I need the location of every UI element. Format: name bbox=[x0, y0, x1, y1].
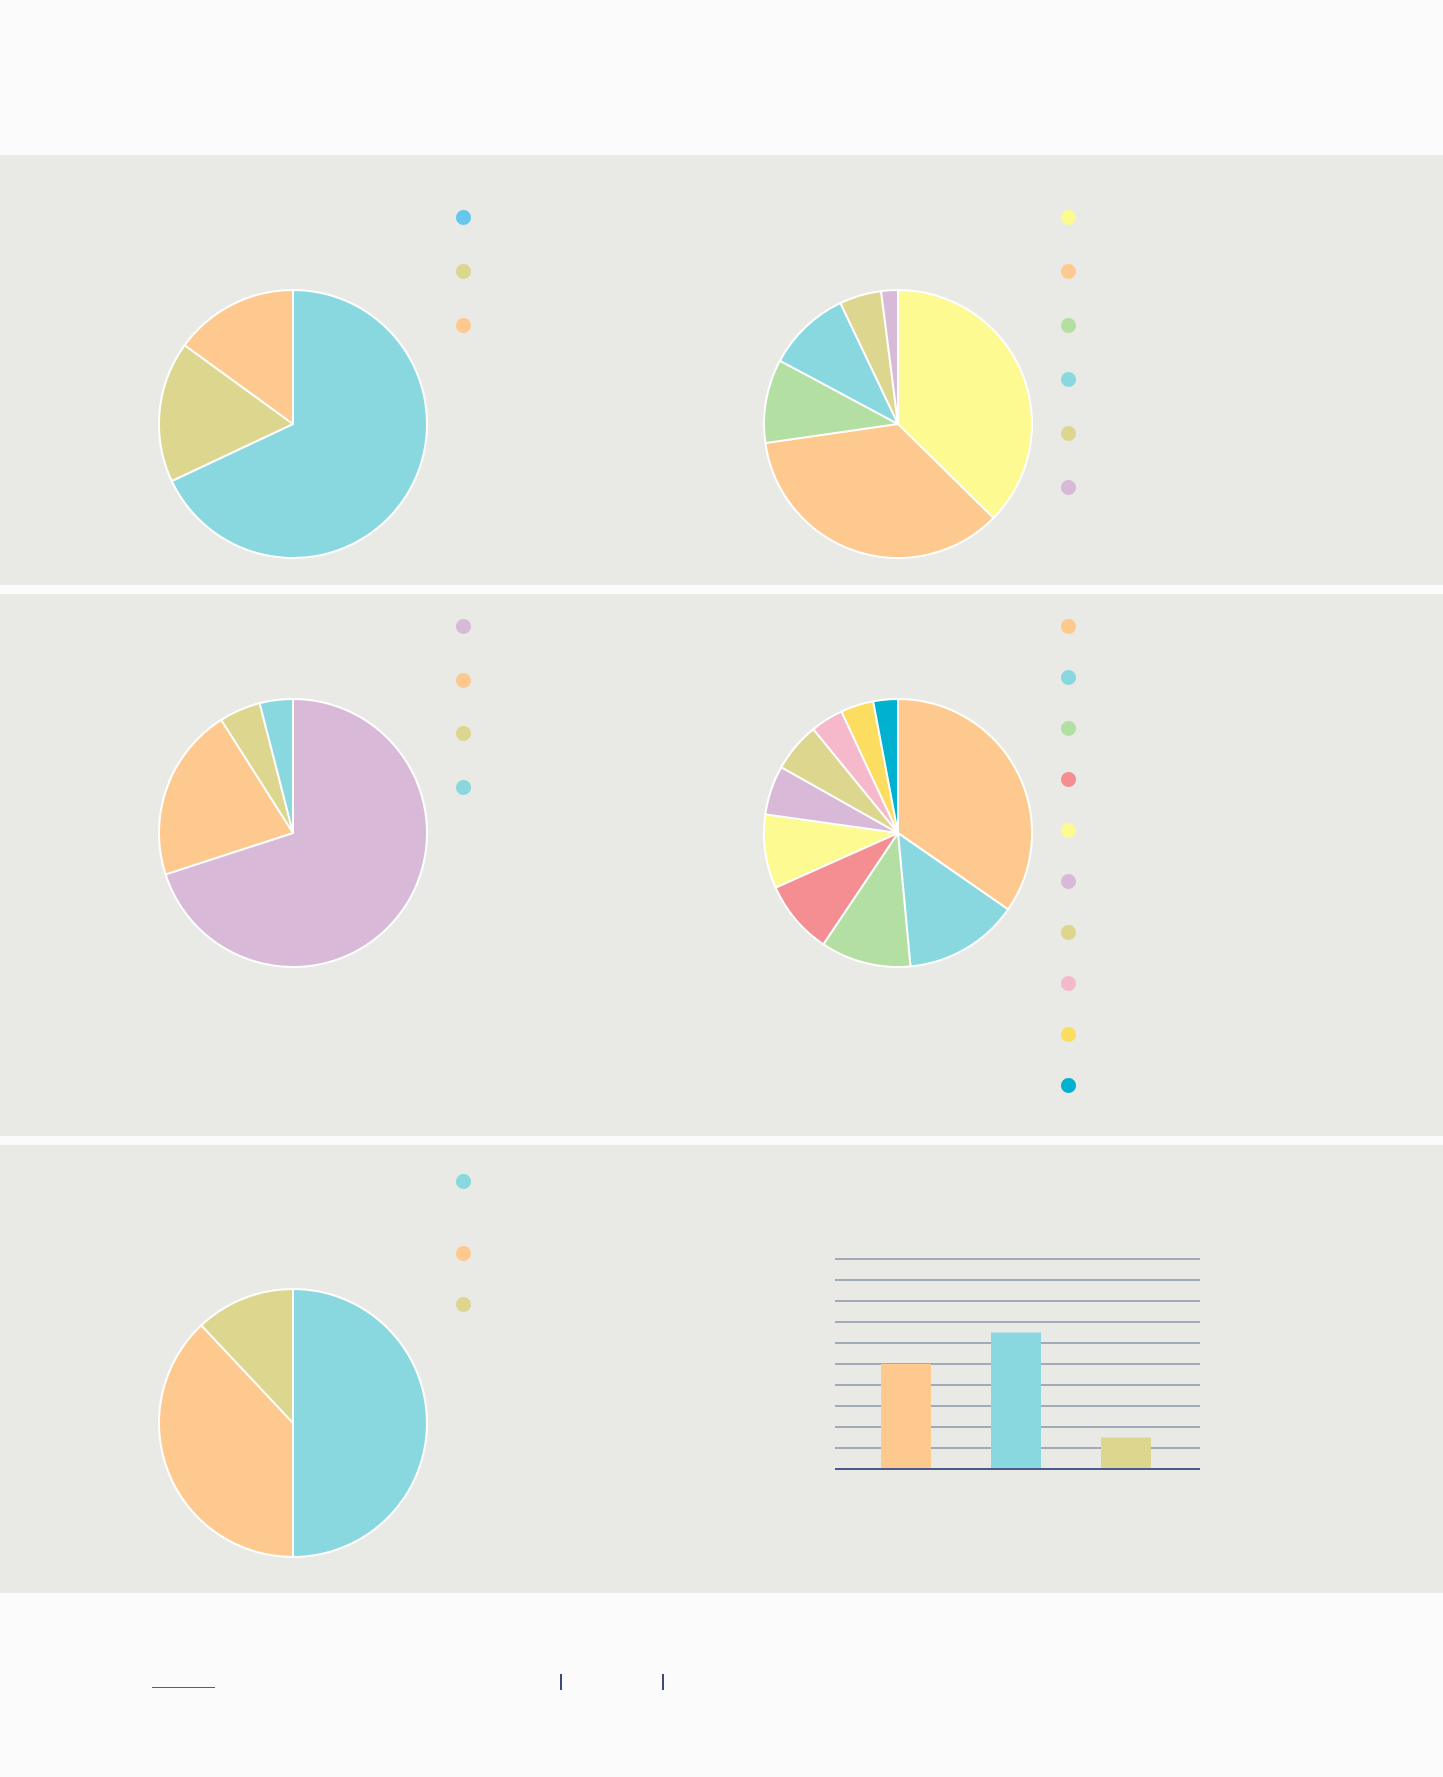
legend-swatch bbox=[456, 210, 471, 225]
pie-1-slice-3 bbox=[183, 289, 294, 425]
legend-swatch bbox=[456, 726, 471, 741]
pie-1-slice-2 bbox=[158, 344, 294, 483]
legend-4-item-2 bbox=[1061, 670, 1090, 685]
pie-3-slice-2 bbox=[158, 718, 294, 876]
legend-4-item-10 bbox=[1061, 1078, 1090, 1093]
legend-swatch bbox=[1061, 925, 1076, 940]
legend-3-item-2 bbox=[456, 672, 485, 688]
legend-5-item-2 bbox=[456, 1246, 485, 1261]
legend-swatch bbox=[456, 619, 471, 634]
pie-2-slice-3 bbox=[763, 359, 899, 445]
legend-4-item-9 bbox=[1061, 1027, 1090, 1042]
pie-4-slice-10 bbox=[872, 698, 899, 834]
legend-2-item-3 bbox=[1061, 318, 1090, 333]
legend-swatch bbox=[456, 1174, 471, 1189]
pie-chart-2 bbox=[763, 289, 1033, 559]
legend-swatch bbox=[456, 672, 471, 688]
pie-4-slice-3 bbox=[822, 832, 912, 968]
legend-swatch bbox=[1061, 772, 1076, 787]
pie-5-slice-2 bbox=[158, 1324, 294, 1558]
legend-4-item-3 bbox=[1061, 721, 1090, 736]
legend-4-item-1 bbox=[1061, 619, 1090, 634]
bar-3 bbox=[1101, 1437, 1151, 1468]
legend-swatch bbox=[1061, 426, 1076, 441]
legend-swatch bbox=[1061, 721, 1076, 736]
legend-swatch bbox=[1061, 1078, 1076, 1093]
pie-4-slice-1 bbox=[897, 698, 1033, 911]
legend-swatch bbox=[1061, 318, 1076, 333]
legend-swatch bbox=[1061, 823, 1076, 838]
bar-1 bbox=[881, 1364, 931, 1468]
legend-5-item-3 bbox=[456, 1297, 485, 1312]
bar-chart bbox=[835, 1258, 1200, 1470]
pie-3-slice-4 bbox=[258, 698, 294, 834]
pie-chart-3 bbox=[158, 698, 428, 968]
legend-3-item-3 bbox=[456, 726, 485, 741]
pie-4-slice-2 bbox=[897, 832, 1010, 968]
legend-swatch bbox=[1061, 372, 1076, 387]
legend-2-item-1 bbox=[1061, 210, 1090, 225]
legend-swatch bbox=[1061, 976, 1076, 991]
legend-4-item-5 bbox=[1061, 823, 1090, 838]
legend-4-item-7 bbox=[1061, 925, 1090, 940]
pie-2-slice-6 bbox=[880, 289, 899, 425]
legend-swatch bbox=[1061, 874, 1076, 889]
legend-swatch bbox=[456, 1297, 471, 1312]
legend-4-item-6 bbox=[1061, 874, 1090, 889]
legend-swatch bbox=[456, 779, 471, 795]
legend-4-item-8 bbox=[1061, 976, 1090, 991]
pie-5-slice-1 bbox=[292, 1288, 428, 1558]
legend-5-item-1 bbox=[456, 1174, 485, 1189]
legend-3-item-1 bbox=[456, 619, 485, 634]
legend-1-item-3 bbox=[456, 318, 485, 333]
footer-link-underline[interactable] bbox=[152, 1687, 215, 1688]
legend-swatch bbox=[1061, 1027, 1076, 1042]
pie-2-slice-4 bbox=[778, 302, 899, 425]
legend-swatch bbox=[1061, 480, 1076, 495]
pie-3-slice-1 bbox=[164, 698, 428, 968]
legend-2-item-6 bbox=[1061, 480, 1090, 495]
legend-swatch bbox=[456, 318, 471, 333]
footer-separator bbox=[662, 1674, 664, 1690]
pie-2-slice-1 bbox=[897, 289, 1033, 519]
legend-swatch bbox=[1061, 619, 1076, 634]
legend-3-item-4 bbox=[456, 779, 485, 795]
footer-separator bbox=[560, 1674, 562, 1690]
legend-swatch bbox=[456, 264, 471, 279]
pie-5-slice-3 bbox=[200, 1288, 294, 1424]
pie-chart-1 bbox=[158, 289, 428, 559]
legend-swatch bbox=[1061, 210, 1076, 225]
pie-chart-5 bbox=[158, 1288, 428, 1558]
legend-2-item-5 bbox=[1061, 426, 1090, 441]
pie-1-slice-1 bbox=[170, 289, 428, 559]
legend-swatch bbox=[456, 1246, 471, 1261]
legend-4-item-4 bbox=[1061, 772, 1090, 787]
pie-chart-4 bbox=[763, 698, 1033, 968]
pie-2-slice-2 bbox=[764, 423, 995, 559]
legend-swatch bbox=[1061, 670, 1076, 685]
legend-2-item-4 bbox=[1061, 372, 1090, 387]
legend-swatch bbox=[1061, 264, 1076, 279]
bar-2 bbox=[991, 1332, 1041, 1468]
legend-1-item-1 bbox=[456, 210, 485, 225]
legend-1-item-2 bbox=[456, 264, 485, 279]
legend-2-item-2 bbox=[1061, 264, 1090, 279]
